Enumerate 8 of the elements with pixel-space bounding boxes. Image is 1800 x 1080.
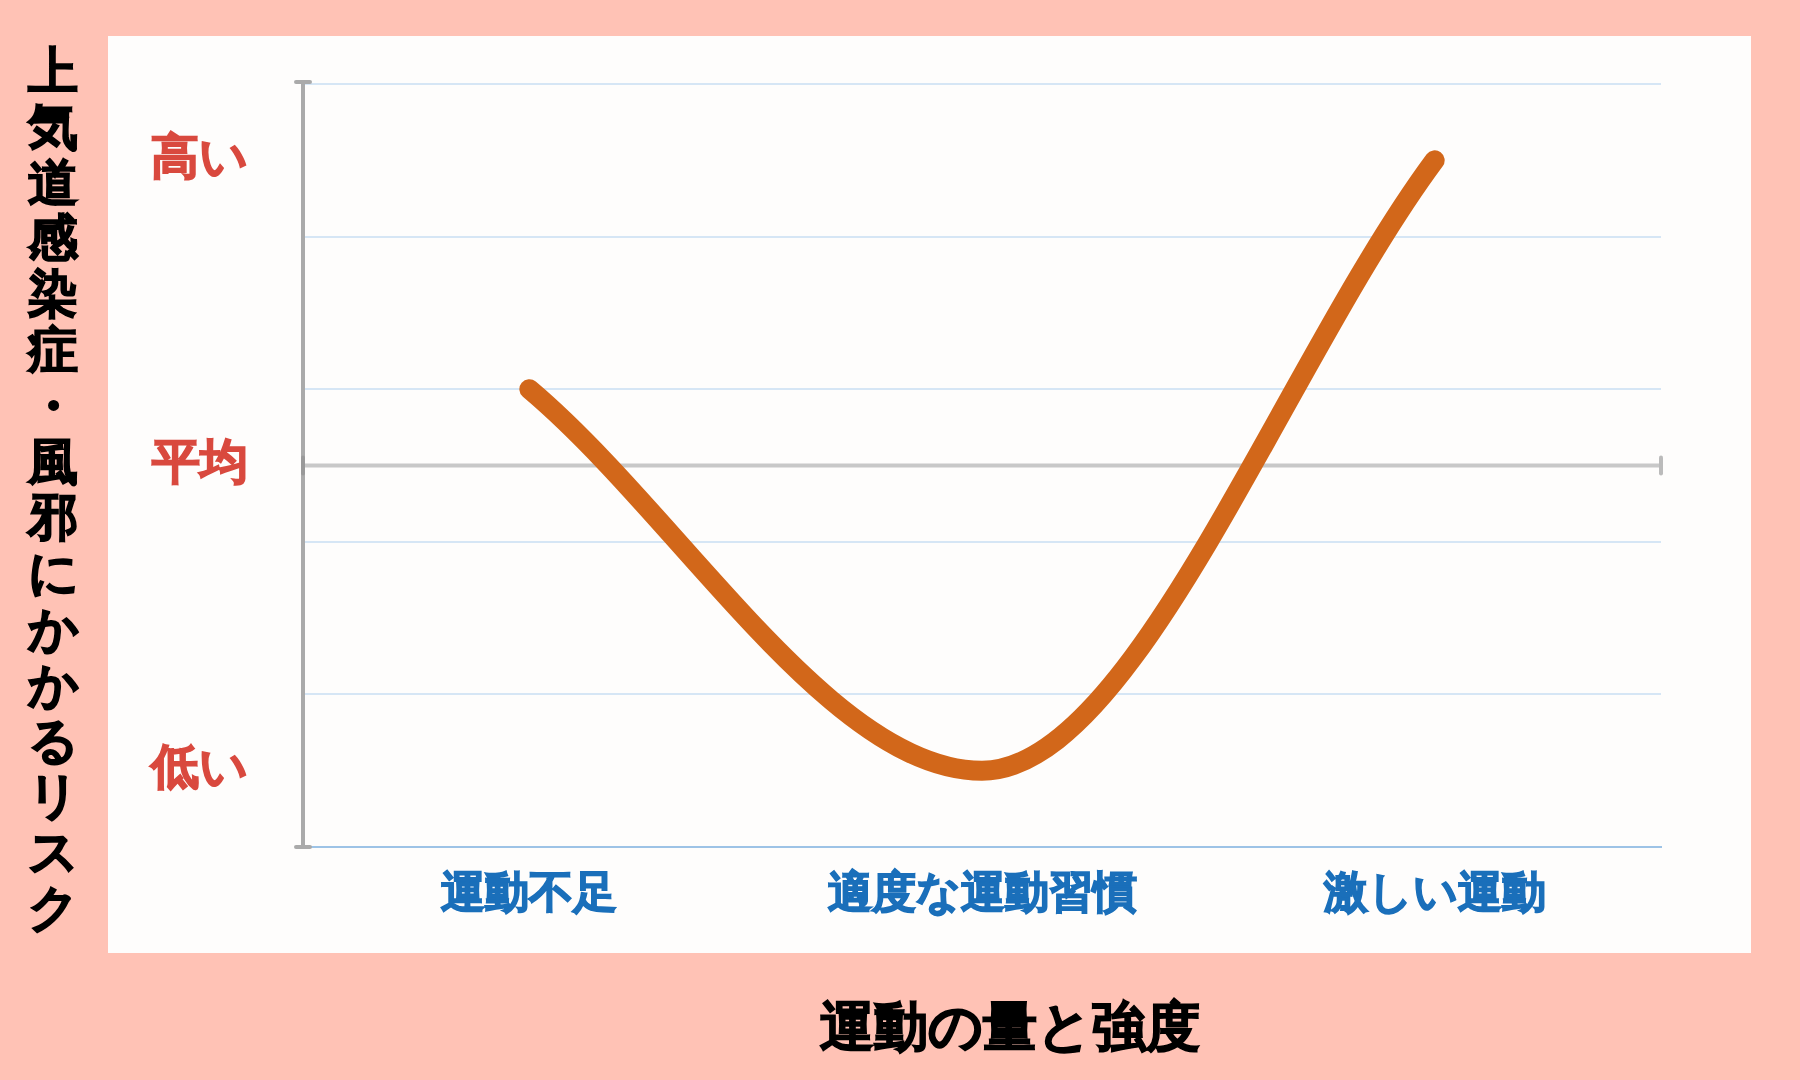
x-tick-label: 適度な運動習慣	[827, 865, 1137, 917]
ref-line-label: 平均	[151, 432, 248, 489]
x-tick-label: 運動不足	[441, 865, 618, 917]
text: 高い	[151, 127, 248, 184]
text: 上気道感染症・風邪にかかるリスク	[27, 42, 79, 937]
text: 低い	[149, 738, 248, 795]
x-axis-title: 運動の量と強度	[820, 994, 1200, 1060]
x-tick-label: 激しい運動	[1322, 865, 1546, 917]
